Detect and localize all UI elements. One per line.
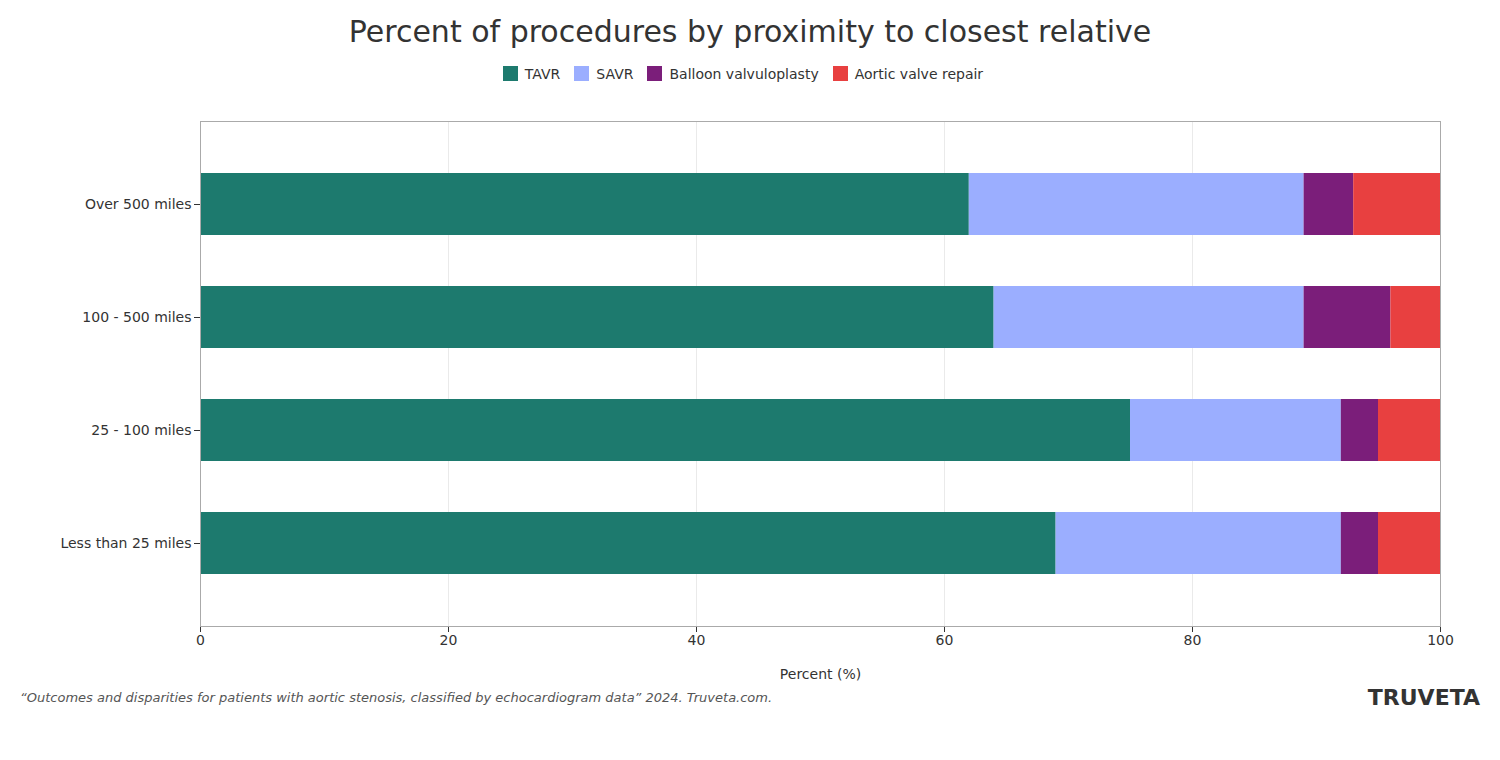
svg-text:Over 500 miles: Over 500 miles	[85, 196, 192, 212]
svg-text:60: 60	[936, 632, 954, 648]
html-text:“Outcomes and disparities for: “Outcomes and disparities for patients w…	[20, 690, 773, 705]
html-text:Balloon valvuloplasty: Balloon valvuloplasty	[669, 65, 819, 82]
svg-text:80: 80	[1184, 632, 1202, 648]
svg-text:40: 40	[688, 632, 706, 648]
html-text:Percent of procedures by proxi: Percent of procedures by proximity to cl…	[348, 14, 1152, 49]
svg-text:0: 0	[196, 632, 205, 648]
svg-text:25 - 100 miles: 25 - 100 miles	[91, 422, 191, 438]
svg-text:100: 100	[1427, 632, 1454, 648]
html-text:SAVR: SAVR	[596, 65, 634, 82]
svg-text:20: 20	[440, 632, 458, 648]
svg-text:Less than 25 miles: Less than 25 miles	[60, 535, 191, 551]
html-text:Aortic valve repair: Aortic valve repair	[854, 65, 984, 82]
svg-text:Percent (%): Percent (%)	[780, 666, 861, 682]
svg-text:100 - 500 miles: 100 - 500 miles	[82, 309, 191, 325]
html-text:TAVR: TAVR	[524, 65, 561, 82]
html-text:TRUVETA: TRUVETA	[1367, 685, 1480, 710]
